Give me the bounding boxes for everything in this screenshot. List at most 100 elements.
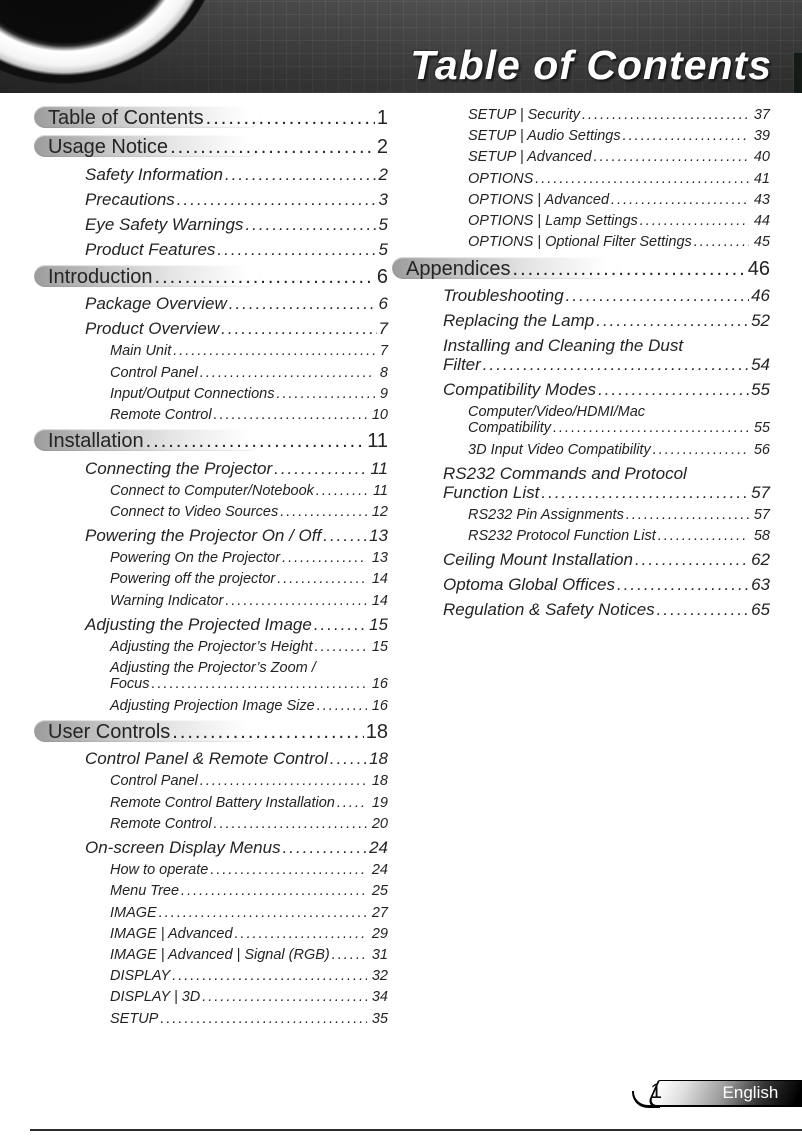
toc-page-number: 41 (753, 170, 770, 187)
toc-dot-leader: ........................................… (315, 482, 368, 499)
toc-entry: Computer/Video/HDMI/Mac Compatibility....… (468, 404, 770, 436)
toc-entry-label: Ceiling Mount Installation (443, 550, 633, 570)
toc-page-number: 40 (753, 149, 770, 166)
toc-entry-label: RS232 Pin Assignments (468, 506, 624, 523)
toc-entry: Installation............................… (34, 429, 388, 453)
toc-entry-label: OPTIONS | Lamp Settings (468, 213, 638, 230)
section-highlight-pill (392, 256, 618, 279)
toc-dot-leader: ........................................… (151, 676, 367, 693)
toc-entry-label: DISPLAY | 3D (110, 989, 201, 1006)
toc-page-number: 16 (371, 697, 388, 714)
toc-dot-leader: ........................................… (336, 794, 367, 811)
toc-entry-label: Product Overview (85, 319, 220, 339)
toc-entry-label: Compatibility Modes (443, 380, 597, 400)
page-header-banner: Table of Contents (0, 0, 802, 93)
toc-entry-label: RS232 Commands and Protocol (443, 463, 687, 483)
toc-page-number: 13 (371, 550, 388, 567)
toc-dot-leader: ........................................… (199, 364, 375, 381)
toc-entry: SETUP | Security........................… (468, 107, 770, 123)
toc-entry: Product Overview........................… (85, 319, 388, 338)
toc-dot-leader: ........................................… (282, 550, 367, 567)
toc-entry: Menu Tree...............................… (110, 883, 388, 899)
toc-entry-label: OPTIONS (468, 170, 534, 187)
toc-entry: Connecting the Projector................… (85, 459, 388, 478)
footer-page-marker: 1 English (592, 1077, 802, 1108)
toc-entry: Appendices..............................… (392, 256, 770, 280)
toc-dot-leader: ........................................… (172, 968, 367, 985)
toc-entry-label: Optoma Global Offices (443, 575, 615, 595)
toc-page-number: 25 (371, 883, 388, 900)
toc-page-number: 8 (379, 364, 388, 381)
toc-entry: Connect to Video Sources................… (110, 504, 388, 520)
toc-page-number: 11 (367, 430, 388, 453)
toc-entry-label: Connect to Computer/Notebook (110, 482, 314, 499)
toc-entry-label: Adjusting the Projected Image (85, 614, 312, 634)
toc-page-number: 12 (371, 503, 388, 520)
toc-page-number: 24 (371, 862, 388, 879)
toc-page-number: 63 (751, 575, 770, 595)
toc-entry: DISPLAY | 3D............................… (110, 989, 388, 1005)
toc-entry: Table of Contents.......................… (34, 106, 388, 129)
toc-dot-leader: ........................................… (611, 191, 749, 208)
toc-page-number: 13 (369, 526, 388, 546)
section-highlight-pill (34, 106, 260, 128)
toc-entry-label: Remote Control (110, 815, 212, 832)
toc-page-number: 46 (747, 257, 770, 280)
toc-entry-label: Remote Control (110, 407, 212, 424)
toc-dot-leader: ........................................… (329, 749, 367, 769)
toc-dot-leader: ........................................… (213, 815, 367, 832)
toc-page-number: 54 (751, 355, 770, 375)
toc-dot-leader: ........................................… (282, 838, 368, 858)
toc-entry: Control Panel...........................… (110, 773, 388, 789)
toc-dot-leader: ........................................… (205, 107, 375, 129)
toc-right-column: SETUP | Security........................… (392, 107, 770, 1027)
toc-entry: Usage Notice............................… (34, 135, 388, 158)
toc-entry: OPTIONS | Optional Filter Settings......… (468, 234, 770, 250)
toc-page-number: 37 (753, 107, 770, 123)
toc-entry-label: SETUP (110, 1010, 159, 1027)
toc-entry: RS232 Protocol Function List............… (468, 528, 770, 544)
toc-page-number: 46 (751, 286, 770, 306)
toc-dot-leader: ........................................… (639, 213, 749, 230)
toc-entry-label: Compatibility (468, 420, 551, 437)
toc-entry: Remote Control Battery Installation.....… (110, 795, 388, 811)
toc-entry-label: Control Panel & Remote Control (85, 749, 328, 769)
toc-dot-leader: ........................................… (535, 170, 749, 187)
toc-page-number: 39 (753, 128, 770, 145)
toc-entry-label: Connect to Video Sources (110, 503, 279, 520)
toc-entry-label: Installation (48, 430, 144, 453)
toc-entry-label: Adjusting the Projector’s Zoom / (110, 660, 316, 677)
toc-entry-label: SETUP | Advanced (468, 149, 592, 166)
toc-page-number: 5 (378, 214, 388, 234)
toc-entry: Control Panel & Remote Control..........… (85, 749, 388, 768)
toc-dot-leader: ........................................… (245, 214, 376, 234)
toc-page-number: 58 (753, 528, 770, 545)
toc-dot-leader: ........................................… (652, 441, 749, 458)
page-title: Table of Contents (410, 42, 772, 88)
toc-entry: Regulation & Safety Notices.............… (443, 600, 770, 619)
toc-entry-label: Introduction (48, 265, 153, 288)
toc-entry: OPTIONS | Lamp Settings.................… (468, 213, 770, 229)
toc-dot-leader: ........................................… (541, 482, 749, 502)
toc-entry: Eye Safety Warnings.....................… (85, 215, 388, 234)
page-number: 1 (650, 1080, 662, 1103)
toc-entry: Adjusting the Projected Image...........… (85, 615, 388, 634)
toc-page-number: 7 (379, 343, 388, 360)
toc-entry: Installing and Cleaning the Dust Filter..… (443, 336, 770, 374)
toc-entry: Powering the Projector On / Off.........… (85, 526, 388, 545)
toc-entry-label: Control Panel (110, 364, 198, 381)
toc-entry-label: Focus (110, 676, 150, 693)
toc-page-number: 27 (371, 904, 388, 921)
toc-dot-leader: ........................................… (693, 234, 749, 251)
toc-dot-leader: ........................................… (277, 571, 367, 588)
toc-page-number: 62 (751, 550, 770, 570)
toc-dot-leader: ........................................… (221, 319, 376, 339)
toc-entry-label: Connecting the Projector (85, 458, 273, 478)
toc-entry-label: Troubleshooting (443, 286, 564, 306)
toc-dot-leader: ........................................… (228, 294, 377, 314)
toc-dot-leader: ........................................… (323, 526, 367, 546)
toc-entry: Remote Control..........................… (110, 407, 388, 423)
toc-dot-leader: ........................................… (154, 265, 375, 288)
toc-dot-leader: ........................................… (145, 430, 366, 453)
toc-entry: OPTIONS.................................… (468, 171, 770, 187)
